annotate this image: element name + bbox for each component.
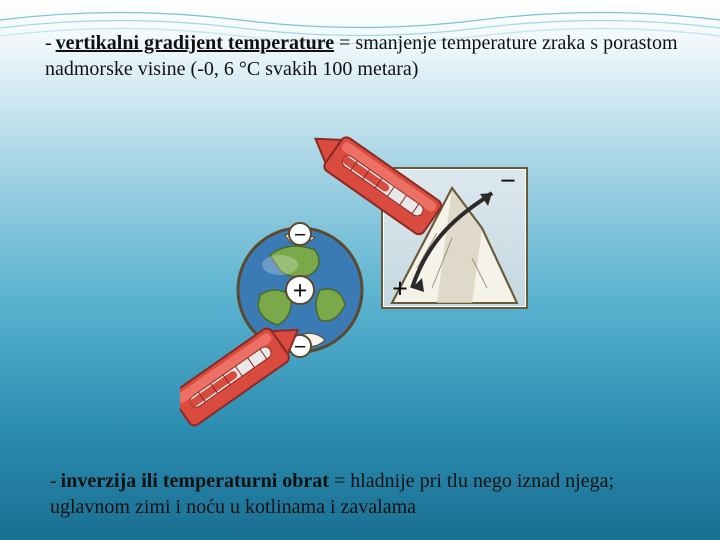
thermometer-bottom: [180, 314, 309, 428]
term-vertikalni: vertikalni gradijent temperature: [56, 32, 334, 54]
paragraph-1: -vertikalni gradijent temperature = sman…: [45, 30, 690, 90]
globe-minus-n: −: [294, 222, 307, 247]
paragraph-2: -inverzija ili temperaturni obrat = hlad…: [50, 468, 690, 520]
mountain-plus: +: [392, 274, 408, 305]
globe-plus: +: [293, 276, 308, 305]
mountain-minus: −: [500, 166, 516, 197]
dash: -: [45, 32, 52, 54]
dash2: -: [50, 470, 57, 492]
figure-illustration: − + + − −: [180, 120, 540, 440]
term-inverzija: inverzija ili temperaturni obrat: [61, 470, 329, 492]
